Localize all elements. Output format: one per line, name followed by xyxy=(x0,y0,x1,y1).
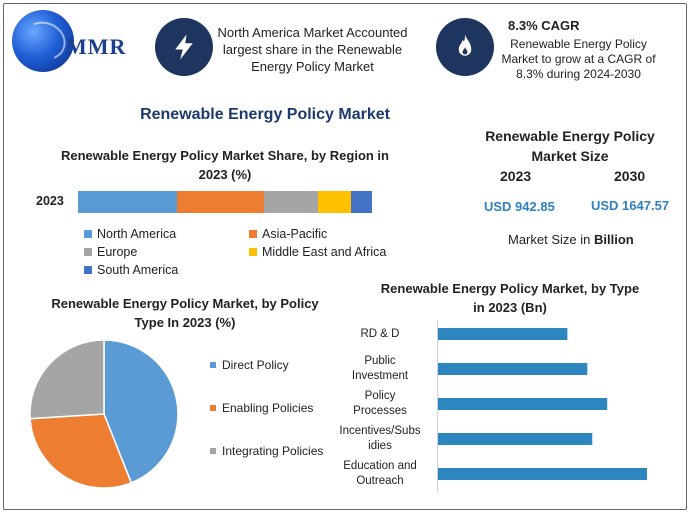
type-bar-education-and-outreach xyxy=(438,468,648,480)
legend-asia-pacific: Asia-Pacific xyxy=(249,227,327,241)
type-bar-policy-processes xyxy=(438,398,608,410)
legend-label: Integrating Policies xyxy=(222,444,324,458)
cagr-title: 8.3% CAGR xyxy=(508,18,580,33)
market-size-year-2030: 2030 xyxy=(614,168,646,184)
type-category-label: Public Investment xyxy=(330,354,430,384)
lightning-icon xyxy=(155,18,213,76)
legend-label: Middle East and Africa xyxy=(262,245,387,259)
flame-icon xyxy=(436,18,494,76)
type-category-label: RD & D xyxy=(330,327,430,342)
legend-swatch xyxy=(210,362,216,368)
legend-label: Europe xyxy=(97,245,138,259)
unit-note-unit: Billion xyxy=(593,232,634,247)
unit-note-prefix: Market Size in xyxy=(508,232,594,247)
region-bar-segment-north-america xyxy=(78,191,177,213)
type-category-label-line: Outreach xyxy=(356,475,404,487)
region-bar-segment-south-america xyxy=(351,191,372,213)
legend-swatch xyxy=(249,230,257,238)
cagr-text: Renewable Energy Policy Market to grow a… xyxy=(501,37,656,81)
legend-label: Asia-Pacific xyxy=(262,227,328,241)
policy-type-chart-title: Renewable Energy Policy Market, by Polic… xyxy=(51,296,319,330)
type-category-label: Education and Outreach xyxy=(330,459,430,489)
region-chart-title: Renewable Energy Policy Market Share, by… xyxy=(61,148,389,182)
legend-swatch xyxy=(84,230,92,238)
legend-swatch xyxy=(210,405,216,411)
type-category-label-line: Incentives/Subs xyxy=(339,425,421,437)
legend-swatch xyxy=(84,266,92,274)
globe-logo-icon xyxy=(12,10,74,72)
type-category-label-line: Education and xyxy=(343,460,417,472)
type-category-label-line: Processes xyxy=(353,405,407,417)
legend-label: Direct Policy xyxy=(222,358,289,372)
page-title: Renewable Energy Policy Market xyxy=(140,106,390,123)
type-bar-public-investment xyxy=(438,363,588,375)
pie-slice-direct-policy xyxy=(103,339,179,484)
market-size-value-2023: USD 942.85 xyxy=(484,199,555,214)
type-bar-rd-d xyxy=(438,328,568,340)
legend-europe: Europe xyxy=(84,245,137,259)
region-bar-segment-europe xyxy=(264,191,318,213)
policy-type-pie xyxy=(29,339,179,489)
market-size-unit-note: Market Size in Billion xyxy=(508,232,634,247)
type-category-label-line: idies xyxy=(368,440,392,452)
region-bar-segment-asia-pacific xyxy=(177,191,264,213)
type-chart-title: Renewable Energy Policy Market, by Type … xyxy=(380,281,640,315)
legend-swatch xyxy=(210,448,216,454)
legend-south-america: South America xyxy=(84,263,178,277)
type-category-label-line: RD & D xyxy=(360,327,400,340)
region-stacked-bar xyxy=(78,191,372,213)
legend-label: North America xyxy=(97,227,177,241)
page-frame xyxy=(3,3,687,510)
pie-legend-direct-policy: Direct Policy xyxy=(210,358,289,372)
pie-legend-integrating-policies: Integrating Policies xyxy=(210,444,323,458)
type-category-label: Incentives/Subs idies xyxy=(330,424,430,454)
pie-slice-integrating-policies xyxy=(29,339,105,420)
pie-slice-enabling-policies xyxy=(29,413,133,489)
type-bar-incentives-subsidies xyxy=(438,433,593,445)
market-size-title: Renewable Energy Policy Market Size xyxy=(485,128,655,164)
type-bar-chart xyxy=(437,320,648,492)
type-category-label-line: Investment xyxy=(351,370,409,382)
pie-legend-enabling-policies: Enabling Policies xyxy=(210,401,313,415)
header-info-text: North America Market Accounted largest s… xyxy=(217,25,408,74)
legend-label: South America xyxy=(97,263,179,277)
region-chart-year-label: 2023 xyxy=(36,194,64,208)
type-category-label-line: Policy xyxy=(364,390,396,402)
legend-label: Enabling Policies xyxy=(222,401,314,415)
logo-text: MMR xyxy=(66,34,127,59)
market-size-year-2023: 2023 xyxy=(500,168,532,184)
type-category-label: Policy Processes xyxy=(330,389,430,419)
legend-swatch xyxy=(84,248,92,256)
legend-middle-east-africa: Middle East and Africa xyxy=(249,245,386,259)
region-bar-segment-middle-east-and-africa xyxy=(318,191,351,213)
market-size-value-2030: USD 1647.57 xyxy=(591,198,670,213)
legend-north-america: North America xyxy=(84,227,176,241)
legend-swatch xyxy=(249,248,257,256)
type-category-label-line: Public xyxy=(364,355,396,367)
